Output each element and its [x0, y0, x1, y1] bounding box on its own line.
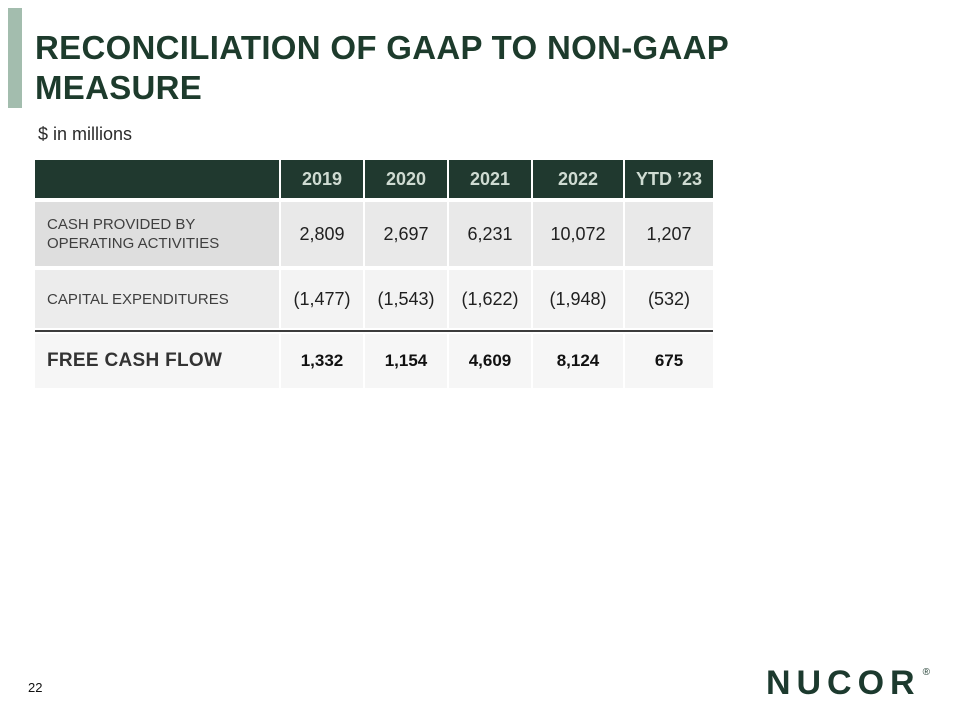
cell-value: 675 [625, 334, 713, 388]
cell-value: 4,609 [449, 334, 533, 388]
cell-value: 8,124 [533, 334, 625, 388]
cell-value: (1,477) [281, 270, 365, 328]
page-title-line1: RECONCILIATION OF GAAP TO NON-GAAP [35, 29, 730, 66]
table-header-row: 2019 2020 2021 2022 YTD ’23 [35, 160, 713, 198]
table-row-operating-cash: CASH PROVIDED BY OPERATING ACTIVITIES 2,… [35, 202, 713, 266]
cell-value: 6,231 [449, 202, 533, 266]
column-header-2019: 2019 [281, 160, 365, 198]
cell-value: (1,948) [533, 270, 625, 328]
cell-value: (532) [625, 270, 713, 328]
units-note: $ in millions [38, 124, 133, 144]
row-label: CAPITAL EXPENDITURES [35, 270, 281, 328]
registered-trademark-icon: ® [922, 667, 930, 678]
cell-value: 1,332 [281, 334, 365, 388]
page-title: RECONCILIATION OF GAAP TO NON-GAAP MEASU… [35, 28, 895, 107]
cell-value: 1,207 [625, 202, 713, 266]
cell-value: 10,072 [533, 202, 625, 266]
cell-value: 2,697 [365, 202, 449, 266]
cell-value: (1,622) [449, 270, 533, 328]
accent-bar [8, 8, 22, 108]
column-header-ytd23: YTD ’23 [625, 160, 713, 198]
table-row-capital-expenditures: CAPITAL EXPENDITURES (1,477) (1,543) (1,… [35, 270, 713, 328]
cell-value: 1,154 [365, 334, 449, 388]
table-row-free-cash-flow: FREE CASH FLOW 1,332 1,154 4,609 8,124 6… [35, 334, 713, 388]
column-header-2022: 2022 [533, 160, 625, 198]
cell-value: 2,809 [281, 202, 365, 266]
column-header-2021: 2021 [449, 160, 533, 198]
page-title-line2: MEASURE [35, 68, 203, 106]
cell-value: (1,543) [365, 270, 449, 328]
row-label: FREE CASH FLOW [35, 334, 281, 388]
nucor-logo-text: NUCOR [765, 664, 921, 702]
column-header-2020: 2020 [365, 160, 449, 198]
total-divider-rule [35, 330, 713, 332]
nucor-logo: NUCOR ® [766, 666, 930, 700]
header-empty-cell [35, 160, 281, 198]
page-number: 22 [28, 680, 43, 695]
row-label: CASH PROVIDED BY OPERATING ACTIVITIES [35, 202, 281, 266]
